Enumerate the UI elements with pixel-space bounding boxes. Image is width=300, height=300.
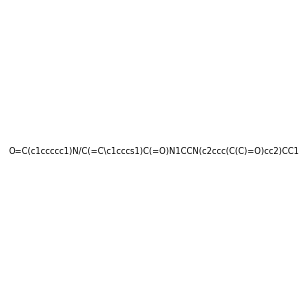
Text: O=C(c1ccccc1)N/C(=C\c1cccs1)C(=O)N1CCN(c2ccc(C(C)=O)cc2)CC1: O=C(c1ccccc1)N/C(=C\c1cccs1)C(=O)N1CCN(c… (8, 147, 299, 156)
